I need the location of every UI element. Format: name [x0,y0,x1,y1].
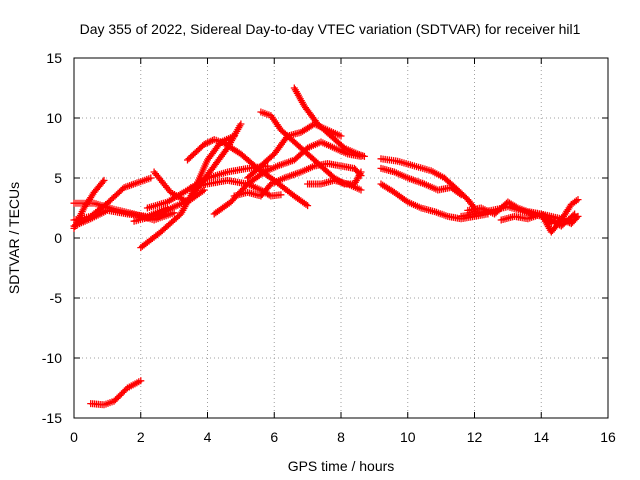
series-track-24 [537,210,582,228]
series-markers [537,210,582,228]
x-tick-label: 6 [270,429,278,445]
series-markers [150,120,245,206]
series-track-12 [210,138,365,218]
series-markers [304,176,365,194]
y-tick-label: 0 [54,230,62,246]
y-tick-label: 10 [46,110,62,126]
x-tick-label: 10 [400,429,416,445]
y-tick-label: 5 [54,170,62,186]
y-tick-label: -10 [42,350,62,366]
series-markers [184,136,312,210]
data-series [70,84,582,409]
series-track-17 [304,176,365,194]
x-tick-label: 2 [137,429,145,445]
x-tick-label: 0 [70,429,78,445]
x-axis-label: GPS time / hours [288,458,395,474]
series-track-16 [290,84,368,160]
x-tick-labels: 0 2 4 6 8 10 12 14 16 [70,429,616,445]
chart-title: Day 355 of 2022, Sidereal Day-to-day VTE… [80,21,581,37]
series-markers [87,377,145,409]
y-tick-label: -5 [50,290,63,306]
series-track-7 [150,120,245,206]
y-tick-label: -15 [42,410,62,426]
x-tick-label: 12 [467,429,483,445]
series-markers [290,84,368,160]
x-tick-label: 16 [600,429,616,445]
y-tick-label: 15 [46,50,62,66]
series-track-1 [87,377,145,409]
y-tick-labels: -15 -10 -5 0 5 10 15 [42,50,62,426]
x-tick-label: 8 [337,429,345,445]
series-markers [377,164,465,199]
x-tick-label: 4 [204,429,212,445]
series-markers [210,138,365,218]
y-axis-label: SDTVAR / TECUs [6,182,22,294]
axis-ticks [73,57,609,419]
series-track-19 [377,164,465,199]
x-tick-label: 14 [533,429,549,445]
series-track-11 [184,136,312,210]
